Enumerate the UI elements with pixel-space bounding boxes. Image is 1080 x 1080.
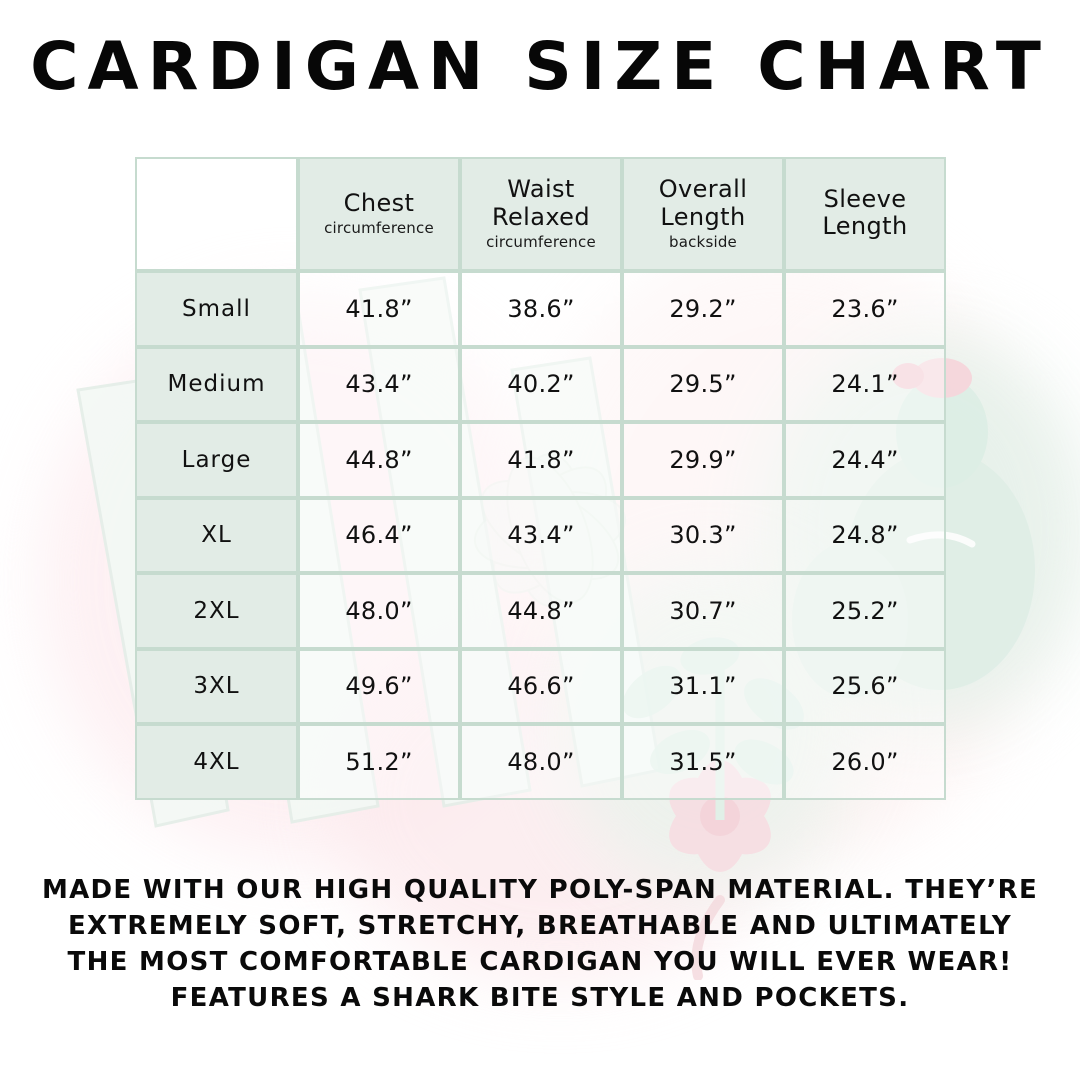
table-row: XL 46.4” 43.4” 30.3” 24.8” (135, 497, 946, 573)
row-size-label: Large (135, 422, 298, 498)
column-header-chest: Chest circumference (298, 157, 460, 271)
cell-chest: 41.8” (298, 271, 460, 347)
cell-chest: 49.6” (298, 648, 460, 724)
cell-waist: 43.4” (460, 497, 622, 573)
table-row: 3XL 49.6” 46.6” 31.1” 25.6” (135, 648, 946, 724)
description-line: THE MOST COMFORTABLE CARDIGAN YOU WILL E… (67, 947, 1013, 977)
cell-length: 31.5” (622, 724, 784, 800)
cell-chest: 48.0” (298, 573, 460, 649)
description-line: FEATURES A SHARK BITE STYLE AND POCKETS. (170, 983, 910, 1013)
cell-length: 29.2” (622, 271, 784, 347)
cell-length: 29.5” (622, 346, 784, 422)
cell-chest: 44.8” (298, 422, 460, 498)
column-header-chest-title: Chest (343, 188, 415, 217)
cell-length: 29.9” (622, 422, 784, 498)
cell-waist: 38.6” (460, 271, 622, 347)
column-header-waist-subtitle: circumference (486, 232, 596, 251)
row-size-label: XL (135, 497, 298, 573)
column-header-sleeve-length: Sleeve Length (784, 157, 946, 271)
column-header-sleeve-title: Sleeve Length (822, 184, 908, 240)
cell-waist: 48.0” (460, 724, 622, 800)
row-size-label: 2XL (135, 573, 298, 649)
cell-chest: 43.4” (298, 346, 460, 422)
column-header-waist-relaxed: Waist Relaxed circumference (460, 157, 622, 271)
cell-length: 30.7” (622, 573, 784, 649)
table-row: 2XL 48.0” 44.8” 30.7” 25.2” (135, 573, 946, 649)
table-row: 4XL 51.2” 48.0” 31.5” 26.0” (135, 724, 946, 800)
cell-length: 30.3” (622, 497, 784, 573)
cell-sleeve: 23.6” (784, 271, 946, 347)
cell-sleeve: 25.6” (784, 648, 946, 724)
row-size-label: Small (135, 271, 298, 347)
row-size-label: Medium (135, 346, 298, 422)
column-header-chest-subtitle: circumference (324, 219, 434, 238)
column-header-waist-title: Waist Relaxed (491, 175, 590, 231)
table-row: Large 44.8” 41.8” 29.9” 24.4” (135, 422, 946, 498)
description-line: EXTREMELY SOFT, STRETCHY, BREATHABLE AND… (67, 911, 1013, 941)
cell-chest: 51.2” (298, 724, 460, 800)
cell-waist: 40.2” (460, 346, 622, 422)
size-chart-table: Chest circumference Waist Relaxed circum… (135, 157, 946, 800)
cell-waist: 44.8” (460, 573, 622, 649)
table-body: Small 41.8” 38.6” 29.2” 23.6” Medium 43.… (135, 271, 946, 800)
page-title: CARDIGAN SIZE CHART (30, 28, 1050, 105)
table-row: Small 41.8” 38.6” 29.2” 23.6” (135, 271, 946, 347)
column-header-overall-length: Overall Length backside (622, 157, 784, 271)
cell-sleeve: 24.8” (784, 497, 946, 573)
column-header-length-subtitle: backside (669, 232, 737, 251)
product-description: MADE WITH OUR HIGH QUALITY POLY-SPAN MAT… (0, 872, 1080, 1016)
table-header: Chest circumference Waist Relaxed circum… (135, 157, 946, 271)
cell-waist: 41.8” (460, 422, 622, 498)
cell-length: 31.1” (622, 648, 784, 724)
description-line: MADE WITH OUR HIGH QUALITY POLY-SPAN MAT… (41, 875, 1039, 905)
row-size-label: 4XL (135, 724, 298, 800)
header-row: Chest circumference Waist Relaxed circum… (135, 157, 946, 271)
cell-sleeve: 24.1” (784, 346, 946, 422)
column-header-length-title: Overall Length (658, 175, 748, 231)
table-row: Medium 43.4” 40.2” 29.5” 24.1” (135, 346, 946, 422)
row-size-label: 3XL (135, 648, 298, 724)
cell-waist: 46.6” (460, 648, 622, 724)
cell-sleeve: 25.2” (784, 573, 946, 649)
header-corner-cell (135, 157, 298, 271)
cell-chest: 46.4” (298, 497, 460, 573)
cell-sleeve: 24.4” (784, 422, 946, 498)
cell-sleeve: 26.0” (784, 724, 946, 800)
